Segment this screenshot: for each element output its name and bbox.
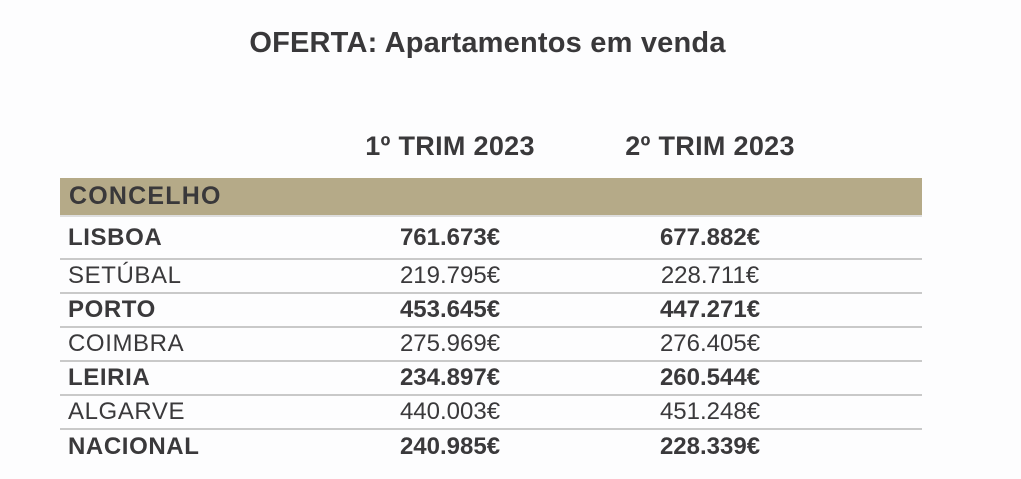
q2-value: 276.405€ — [659, 330, 761, 357]
concelho-cell: COIMBRA — [68, 330, 185, 357]
concelho-cell: NACIONAL — [68, 433, 200, 460]
concelho-cell: SETÚBAL — [68, 262, 182, 289]
table-row-leiria: LEIRIA 234.897€ 260.544€ — [60, 362, 922, 396]
table-row-algarve: ALGARVE 440.003€ 451.248€ — [60, 396, 922, 430]
table-row-nacional: NACIONAL 240.985€ 228.339€ — [60, 430, 922, 464]
q2-value: 260.544€ — [659, 364, 761, 391]
period-header-q1: 1º TRIM 2023 — [365, 130, 535, 161]
concelho-cell: LEIRIA — [68, 364, 151, 391]
q2-value: 228.339€ — [659, 433, 761, 460]
q1-value: 219.795€ — [399, 262, 501, 289]
q2-value: 228.711€ — [660, 262, 760, 289]
q1-value: 275.969€ — [399, 330, 501, 357]
concelho-cell: ALGARVE — [68, 398, 186, 425]
q1-value: 240.985€ — [399, 433, 501, 460]
table-row-porto: PORTO 453.645€ 447.271€ — [60, 294, 922, 328]
table-row-coimbra: COIMBRA 275.969€ 276.405€ — [60, 328, 922, 362]
period-header-q2: 2º TRIM 2023 — [625, 130, 795, 161]
q2-value: 447.271€ — [659, 296, 761, 323]
page-title: OFERTA: Apartamentos em venda — [249, 27, 726, 59]
period-header-row: 1º TRIM 2023 2º TRIM 2023 — [60, 129, 922, 163]
q2-value: 451.248€ — [659, 398, 761, 425]
concelho-header-label: CONCELHO — [69, 182, 222, 210]
q1-value: 234.897€ — [399, 364, 501, 391]
q1-value: 761.673€ — [399, 223, 501, 251]
table-body: LISBOA 761.673€ 677.882€ SETÚBAL 219.795… — [60, 215, 922, 464]
q2-value: 677.882€ — [659, 223, 761, 251]
table-row-setubal: SETÚBAL 219.795€ 228.711€ — [60, 260, 922, 294]
q1-value: 453.645€ — [399, 296, 501, 323]
table-row-lisboa: LISBOA 761.673€ 677.882€ — [60, 217, 922, 260]
concelho-cell: LISBOA — [68, 223, 163, 251]
concelho-header-bar: CONCELHO — [60, 178, 922, 215]
q1-value: 440.003€ — [399, 398, 501, 425]
concelho-cell: PORTO — [68, 296, 156, 323]
